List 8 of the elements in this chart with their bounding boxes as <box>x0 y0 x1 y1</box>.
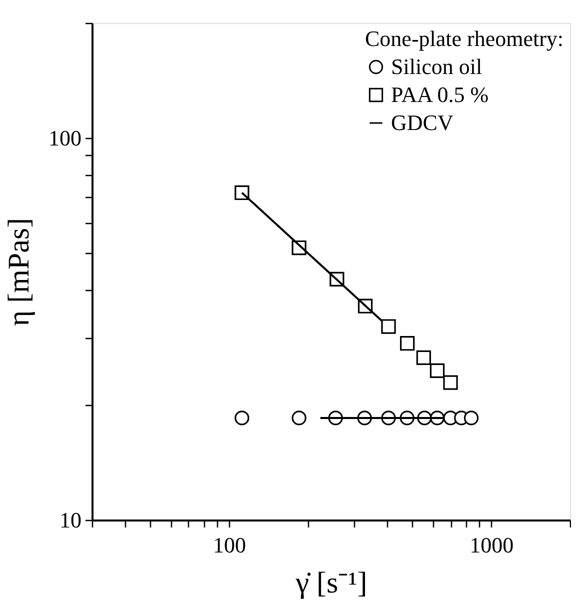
x-tick-label: 1000 <box>470 532 514 558</box>
legend-label: GDCV <box>391 110 454 135</box>
legend-title: Cone-plate rheometry: <box>365 26 564 51</box>
x-axis-title: γ̇ [s⁻¹] <box>294 566 368 600</box>
legend-label: PAA 0.5 % <box>391 82 489 107</box>
legend-label: Silicon oil <box>391 54 482 79</box>
y-tick-label: 10 <box>60 508 82 532</box>
y-axis-title: η [mPas] <box>2 218 36 326</box>
